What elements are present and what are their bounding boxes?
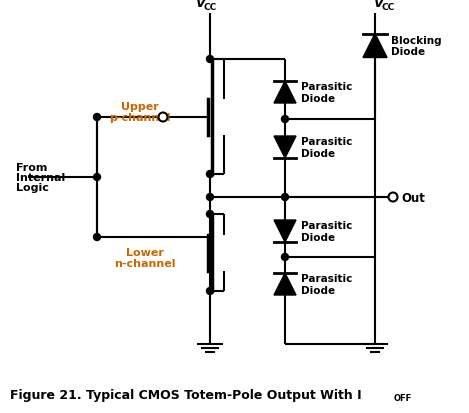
Text: Internal: Internal [16, 173, 65, 183]
Text: Upper
p-channel: Upper p-channel [109, 102, 171, 123]
Circle shape [388, 193, 398, 202]
Text: Parasitic
Diode: Parasitic Diode [301, 82, 352, 104]
Circle shape [206, 194, 213, 201]
Circle shape [281, 194, 288, 201]
Text: Parasitic
Diode: Parasitic Diode [301, 137, 352, 159]
Circle shape [206, 56, 213, 63]
Text: Figure 21. Typical CMOS Totem-Pole Output With I: Figure 21. Typical CMOS Totem-Pole Outpu… [10, 389, 362, 401]
Polygon shape [274, 273, 296, 295]
Text: Lower
n-channel: Lower n-channel [114, 247, 176, 268]
Circle shape [206, 171, 213, 178]
Text: CC: CC [204, 3, 217, 12]
Text: CC: CC [382, 3, 395, 12]
Circle shape [93, 114, 100, 121]
Polygon shape [274, 137, 296, 159]
Text: Blocking
Diode: Blocking Diode [391, 36, 442, 57]
Polygon shape [274, 82, 296, 104]
Circle shape [206, 211, 213, 218]
Circle shape [281, 254, 288, 261]
Circle shape [93, 234, 100, 241]
Circle shape [206, 288, 213, 295]
Text: Parasitic
Diode: Parasitic Diode [301, 273, 352, 295]
Polygon shape [363, 34, 387, 58]
Text: V: V [195, 0, 204, 10]
Text: V: V [373, 0, 383, 10]
Circle shape [281, 116, 288, 123]
Polygon shape [274, 221, 296, 242]
Circle shape [159, 113, 167, 122]
Text: From: From [16, 163, 47, 173]
Text: Out: Out [401, 191, 425, 204]
Circle shape [93, 174, 100, 181]
Text: Parasitic
Diode: Parasitic Diode [301, 221, 352, 242]
Text: Logic: Logic [16, 183, 49, 192]
Text: OFF: OFF [394, 394, 412, 403]
